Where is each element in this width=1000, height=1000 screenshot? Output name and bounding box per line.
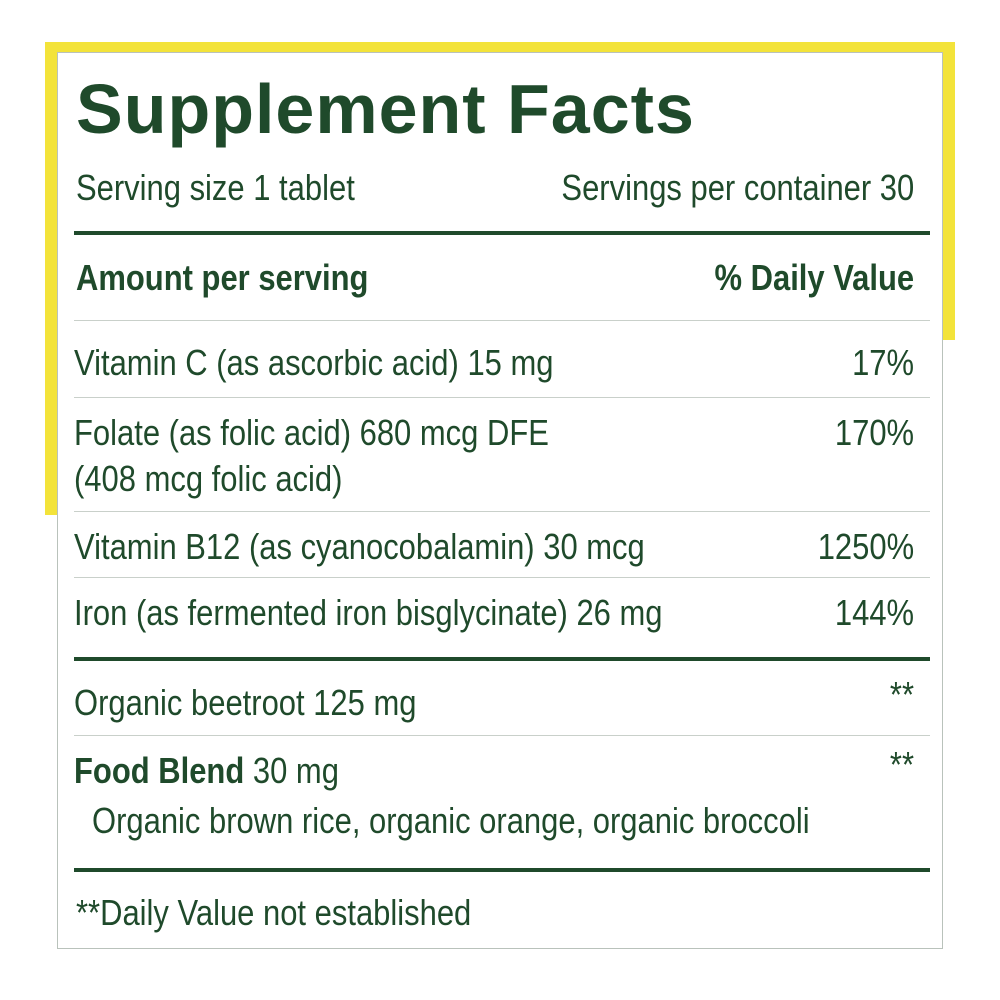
daily-value: 144% [834, 592, 914, 633]
daily-value: 170% [834, 412, 914, 453]
daily-value: ** [889, 744, 914, 785]
daily-value: ** [889, 674, 914, 715]
daily-value: 1250% [817, 526, 914, 567]
rule [74, 577, 930, 578]
nutrient-name: Vitamin C (as ascorbic acid) 15 mg [74, 342, 554, 383]
rule [74, 320, 930, 321]
nutrient-name: Iron (as fermented iron bisglycinate) 26… [74, 592, 663, 633]
nutrient-name: Folate (as folic acid) 680 mcg DFE [74, 412, 549, 453]
title: Supplement Facts [76, 70, 695, 148]
footnote: **Daily Value not established [76, 892, 472, 933]
servings-per-container: Servings per container 30 [561, 167, 914, 208]
blend-ingredients: Organic brown rice, organic orange, orga… [92, 800, 810, 841]
column-header: Amount per serving [76, 257, 369, 298]
rule [74, 868, 930, 872]
nutrient-name: Vitamin B12 (as cyanocobalamin) 30 mcg [74, 526, 645, 567]
blend: Food Blend 30 mg [74, 751, 339, 791]
nutrient-name: (408 mcg folic acid) [74, 458, 343, 499]
blend-amount: 30 mg [252, 750, 339, 791]
ingredient-name: Organic beetroot 125 mg [74, 682, 417, 723]
rule [74, 735, 930, 736]
blend-name: Food Blend [74, 750, 245, 791]
facts-panel: Supplement Facts Serving size 1 tablet S… [57, 52, 943, 949]
daily-value: 17% [852, 342, 914, 383]
rule [74, 657, 930, 661]
rule [74, 511, 930, 512]
serving-size: Serving size 1 tablet [76, 167, 355, 208]
column-header: % Daily Value [714, 257, 914, 298]
rule [74, 397, 930, 398]
rule [74, 231, 930, 235]
